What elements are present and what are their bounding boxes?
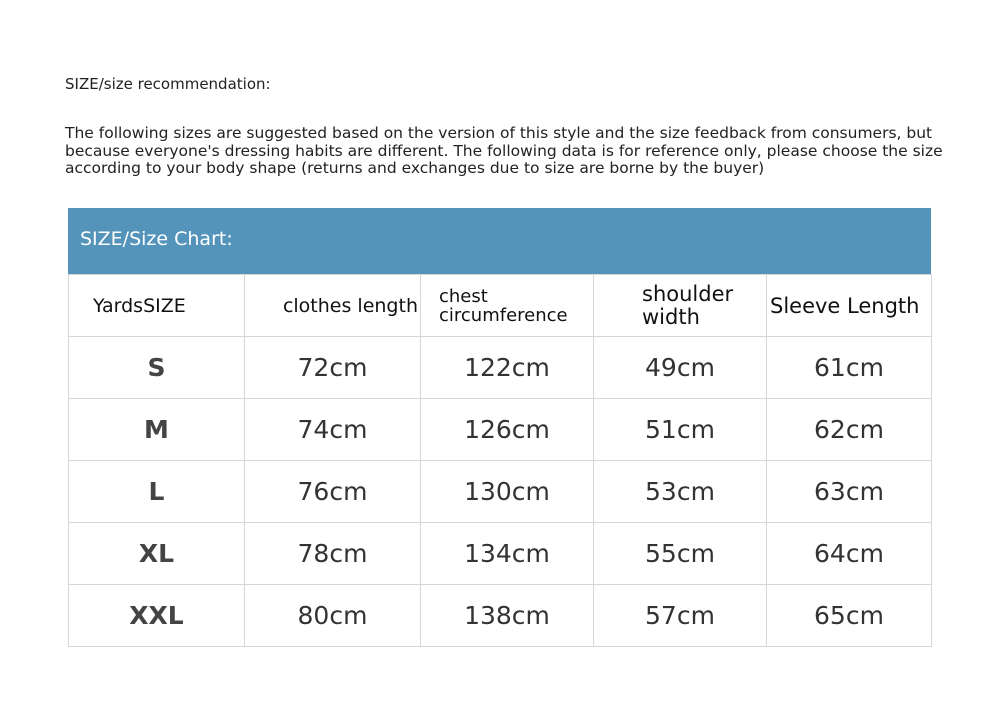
column-header: chest circumference (420, 274, 594, 337)
size-table: YardsSIZE clothes length chest circumfer… (68, 274, 932, 647)
table-row: L 76cm 130cm 53cm 63cm (68, 460, 932, 523)
measurement-cell: 76cm (244, 460, 421, 523)
measurement-cell: 63cm (766, 460, 932, 523)
measurement-cell: 138cm (420, 584, 594, 647)
column-header: Sleeve Length (766, 274, 932, 337)
chart-title: SIZE/Size Chart: (80, 228, 233, 250)
size-recommendation-title: SIZE/size recommendation: (65, 75, 271, 93)
measurement-cell: 51cm (593, 398, 767, 461)
measurement-cell: 72cm (244, 336, 421, 399)
measurement-cell: 80cm (244, 584, 421, 647)
measurement-cell: 61cm (766, 336, 932, 399)
measurement-cell: 55cm (593, 522, 767, 585)
size-cell: M (68, 398, 245, 461)
measurement-cell: 134cm (420, 522, 594, 585)
measurement-cell: 62cm (766, 398, 932, 461)
size-cell: S (68, 336, 245, 399)
table-row: S 72cm 122cm 49cm 61cm (68, 336, 932, 399)
intro-text: The following sizes are suggested based … (65, 124, 943, 177)
size-cell: XL (68, 522, 245, 585)
measurement-cell: 53cm (593, 460, 767, 523)
measurement-cell: 130cm (420, 460, 594, 523)
measurement-cell: 78cm (244, 522, 421, 585)
measurement-cell: 65cm (766, 584, 932, 647)
header-row: YardsSIZE clothes length chest circumfer… (68, 274, 932, 337)
measurement-cell: 49cm (593, 336, 767, 399)
column-header: YardsSIZE (68, 274, 245, 337)
size-cell: XXL (68, 584, 245, 647)
column-header: clothes length (244, 274, 421, 337)
measurement-cell: 74cm (244, 398, 421, 461)
chart-header-band: SIZE/Size Chart: (68, 208, 931, 274)
column-header: shoulder width (593, 274, 767, 337)
measurement-cell: 64cm (766, 522, 932, 585)
measurement-cell: 126cm (420, 398, 594, 461)
size-cell: L (68, 460, 245, 523)
table-row: XXL 80cm 138cm 57cm 65cm (68, 584, 932, 647)
table-row: M 74cm 126cm 51cm 62cm (68, 398, 932, 461)
measurement-cell: 57cm (593, 584, 767, 647)
table-row: XL 78cm 134cm 55cm 64cm (68, 522, 932, 585)
measurement-cell: 122cm (420, 336, 594, 399)
